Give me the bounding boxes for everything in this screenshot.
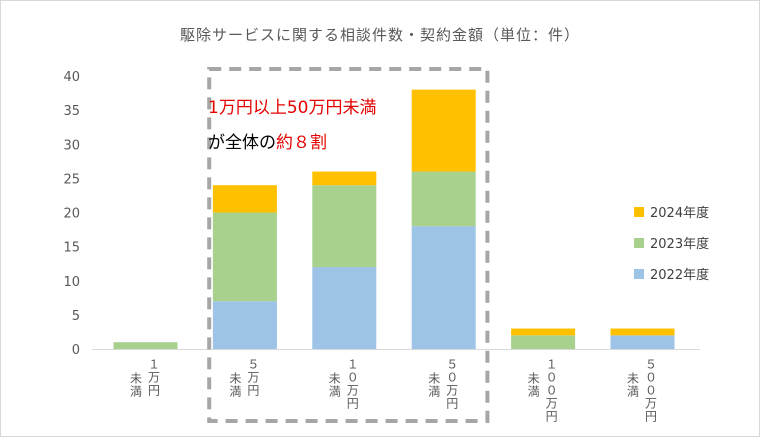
chart-plot: 0 5 10 15 20 25 30 35 40 [63, 67, 700, 423]
bar-segment-1-1 [212, 212, 277, 302]
legend-label-2022: 2022年度 [650, 268, 710, 283]
y-tick-label-6: 30 [63, 138, 80, 153]
legend-item-2022: 2022年度 [634, 258, 709, 289]
annotation-line2-b: 約８割 [276, 133, 327, 153]
y-tick-label-4: 20 [63, 207, 80, 222]
legend-label-2024: 2024年度 [650, 206, 710, 221]
x-category-label-0-line2: １万円 [146, 358, 161, 397]
bar-segment-2-2 [312, 171, 377, 186]
x-category-label-0: 未満 １万円 [121, 358, 171, 448]
x-category-label-2-line2: １０万円 [345, 358, 360, 410]
legend-item-2024: 2024年度 [634, 196, 709, 227]
x-category-label-4: 未満 １００万円 [518, 358, 568, 448]
bar-segment-2-1 [312, 185, 377, 268]
y-tick-label-8: 40 [63, 70, 80, 85]
x-category-label-3-line2: ５０万円 [444, 358, 459, 410]
bar-segment-5-0 [610, 335, 675, 349]
x-category-label-1-line1: 未満 [227, 372, 242, 398]
x-category-label-3: 未満 ５０万円 [419, 358, 469, 448]
x-category-label-4-line2: １００万円 [544, 358, 559, 423]
y-tick-label-3: 15 [63, 241, 80, 256]
bar-segment-2-0 [312, 267, 377, 349]
legend-item-2023: 2023年度 [634, 227, 709, 258]
y-tick-label-5: 25 [63, 172, 80, 187]
annotation-line1: 1万円以上50万円未満 [208, 98, 377, 118]
x-category-label-1-line2: ５万円 [245, 358, 260, 397]
legend: 2024年度 2023年度 2022年度 [634, 196, 709, 289]
bar-segment-3-2 [411, 89, 476, 172]
legend-swatch-2022 [634, 268, 644, 279]
x-category-label-5: 未満 ５００万円 [618, 358, 668, 448]
annotation-line2: が全体の約８割 [208, 128, 327, 153]
y-tick-label-2: 10 [63, 275, 80, 290]
bar-segment-5-2 [610, 328, 675, 336]
x-category-label-4-line1: 未満 [526, 372, 541, 398]
y-tick-label-7: 35 [63, 104, 80, 119]
x-category-label-2: 未満 １０万円 [319, 358, 369, 448]
bar-segment-0-1 [113, 342, 178, 349]
chart-frame [0, 0, 760, 437]
bar-segment-4-2 [511, 328, 576, 336]
x-category-label-3-line1: 未満 [426, 372, 441, 398]
bar-segment-1-2 [212, 185, 277, 213]
x-category-label-0-line1: 未満 [128, 372, 143, 398]
x-category-label-1: 未満 ５万円 [220, 358, 270, 448]
legend-swatch-2023 [634, 237, 644, 248]
x-category-label-5-line1: 未満 [625, 372, 640, 398]
x-category-label-5-line2: ５００万円 [643, 358, 658, 423]
bar-segment-3-0 [411, 226, 476, 349]
y-tick-label-0: 0 [72, 343, 80, 358]
legend-swatch-2024 [634, 206, 644, 217]
annotation-line2-a: が全体の [208, 133, 276, 153]
bar-segment-1-0 [212, 301, 277, 349]
x-category-label-2-line1: 未満 [327, 372, 342, 398]
bar-segment-4-1 [511, 335, 576, 349]
bar-segment-3-1 [411, 171, 476, 227]
highlight-box [207, 67, 490, 423]
y-tick-label-1: 5 [72, 309, 80, 324]
legend-label-2023: 2023年度 [650, 237, 710, 252]
chart-title: 駆除サービスに関する相談件数・契約金額（単位：件） [179, 26, 580, 44]
